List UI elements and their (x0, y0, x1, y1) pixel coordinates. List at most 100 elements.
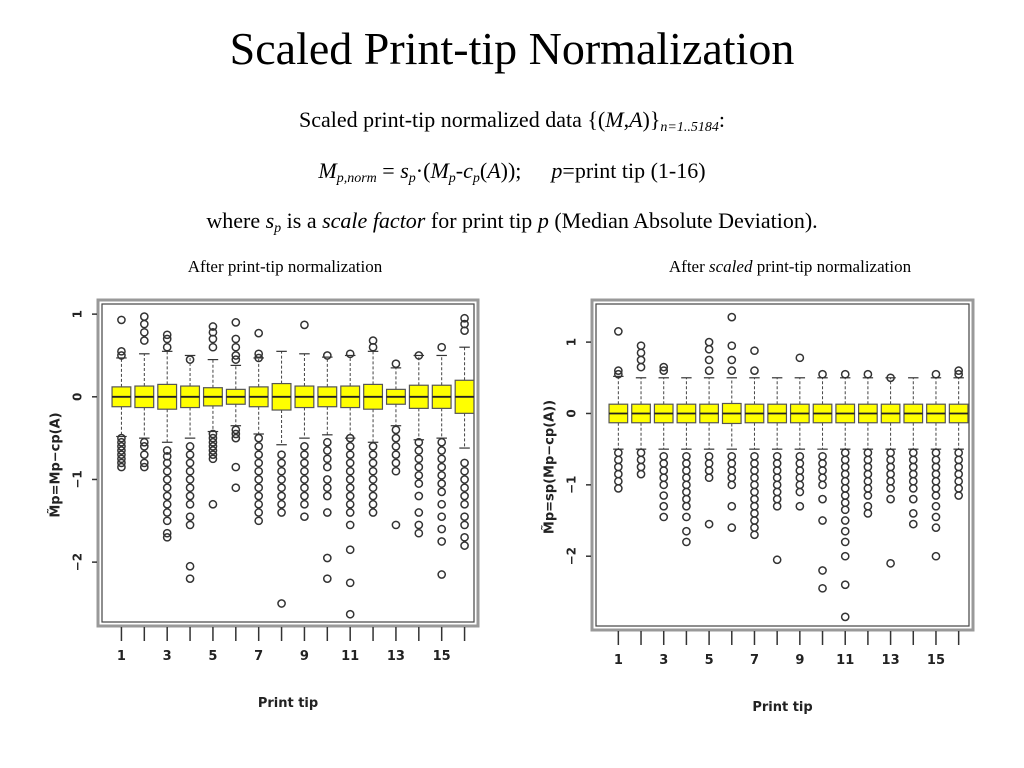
plot-frame-inner (595, 303, 970, 627)
outlier-point (659, 512, 669, 522)
outlier-point (727, 355, 737, 365)
x-tick-label: 13 (387, 649, 405, 664)
outlier-point (322, 462, 332, 472)
outlier-point (908, 494, 918, 504)
outlier-point (185, 512, 195, 522)
outlier-point (322, 351, 332, 360)
outlier-point (254, 499, 264, 509)
outlier-point (659, 366, 669, 376)
outlier-point (231, 433, 241, 443)
outlier-point (886, 494, 895, 504)
outlier-point (636, 469, 646, 479)
outlier-point (437, 342, 447, 352)
outlier-point (322, 437, 332, 447)
outlier-point (460, 520, 469, 530)
m-norm-sub: p,norm (336, 171, 377, 186)
plot-frame-outer (96, 298, 480, 628)
outlier-point (414, 528, 424, 538)
outlier-point (704, 344, 714, 354)
outlier-point (231, 462, 241, 472)
outlier-point (460, 491, 469, 501)
outlier-point (954, 491, 964, 500)
x-axis-label: Print tip (258, 696, 318, 711)
outlier-point (682, 526, 691, 536)
outlier-point (117, 351, 126, 360)
outlier-point (139, 450, 149, 460)
x-tick-label: 11 (836, 653, 854, 668)
outlier-point (636, 362, 646, 372)
outlier-point (931, 523, 941, 533)
outlier-point (931, 369, 941, 379)
dot-open: ·( (415, 158, 431, 183)
caption-left: After print-tip normalization (187, 257, 383, 276)
outlier-point (208, 429, 218, 439)
outlier-point (254, 483, 264, 493)
outlier-point (300, 483, 309, 493)
s-var: s (400, 158, 409, 183)
outlier-point (300, 499, 309, 509)
outlier-point (208, 433, 218, 443)
outlier-point (277, 450, 286, 460)
outlier-point (139, 442, 149, 451)
x-tick-label: 3 (659, 653, 668, 668)
outlier-point (368, 342, 378, 352)
outlier-point (704, 355, 714, 365)
p-var-3: p (537, 208, 549, 233)
m-norm: M (318, 158, 337, 183)
outlier-point (254, 458, 264, 468)
outlier-point (840, 612, 850, 622)
outlier-point (704, 473, 714, 483)
caption-right-suffix: print-tip normalization (752, 257, 912, 276)
outlier-point (208, 322, 218, 331)
y-tick-label: 0 (565, 409, 579, 417)
x-tick-label: 1 (614, 653, 623, 668)
y-tick-label: −1 (565, 476, 579, 494)
outlier-point (117, 458, 126, 468)
outlier-point (185, 458, 195, 468)
outlier-point (277, 499, 286, 509)
outlier-point (185, 561, 195, 571)
outlier-point (704, 519, 714, 529)
line1-text: Scaled print-tip normalized data {( (299, 107, 606, 132)
outlier-point (185, 574, 195, 584)
p-text: =print tip (1-16) (562, 158, 706, 183)
outlier-point (254, 328, 264, 338)
outlier-point (437, 462, 447, 472)
outlier-point (908, 509, 918, 518)
outlier-point (345, 491, 355, 501)
outlier-point (162, 491, 172, 501)
outlier-point (391, 425, 401, 435)
outlier-point (277, 466, 286, 476)
outlier-point (414, 437, 424, 447)
outlier-point (659, 501, 669, 511)
outlier-point (886, 373, 895, 383)
outlier-point (368, 491, 378, 501)
y-tick-label: −1 (71, 470, 85, 488)
caption-right: After scaled print-tip normalization (610, 256, 970, 278)
outlier-point (863, 369, 873, 379)
outlier-point (322, 574, 332, 584)
outlier-point (659, 480, 669, 490)
outlier-point (840, 516, 850, 525)
outlier-point (818, 494, 827, 504)
outlier-point (368, 483, 378, 493)
outlier-point (300, 450, 309, 460)
outlier-point (231, 355, 241, 364)
outlier-point (954, 369, 964, 379)
outlier-point (704, 366, 714, 376)
outlier-point (117, 450, 126, 460)
outlier-point (117, 446, 126, 455)
outlier-point (659, 491, 669, 500)
outlier-point (208, 450, 218, 460)
plot-frame-outer (590, 298, 975, 632)
outlier-point (931, 501, 941, 511)
outlier-point (162, 334, 172, 344)
outlier-point (254, 508, 264, 517)
outlier-point (727, 341, 737, 351)
is-a: is a (281, 208, 323, 233)
outlier-point (840, 369, 850, 379)
x-tick-label: 9 (795, 653, 804, 668)
outlier-point (414, 508, 424, 517)
outlier-point (460, 532, 469, 542)
x-tick-label: 9 (300, 649, 309, 664)
